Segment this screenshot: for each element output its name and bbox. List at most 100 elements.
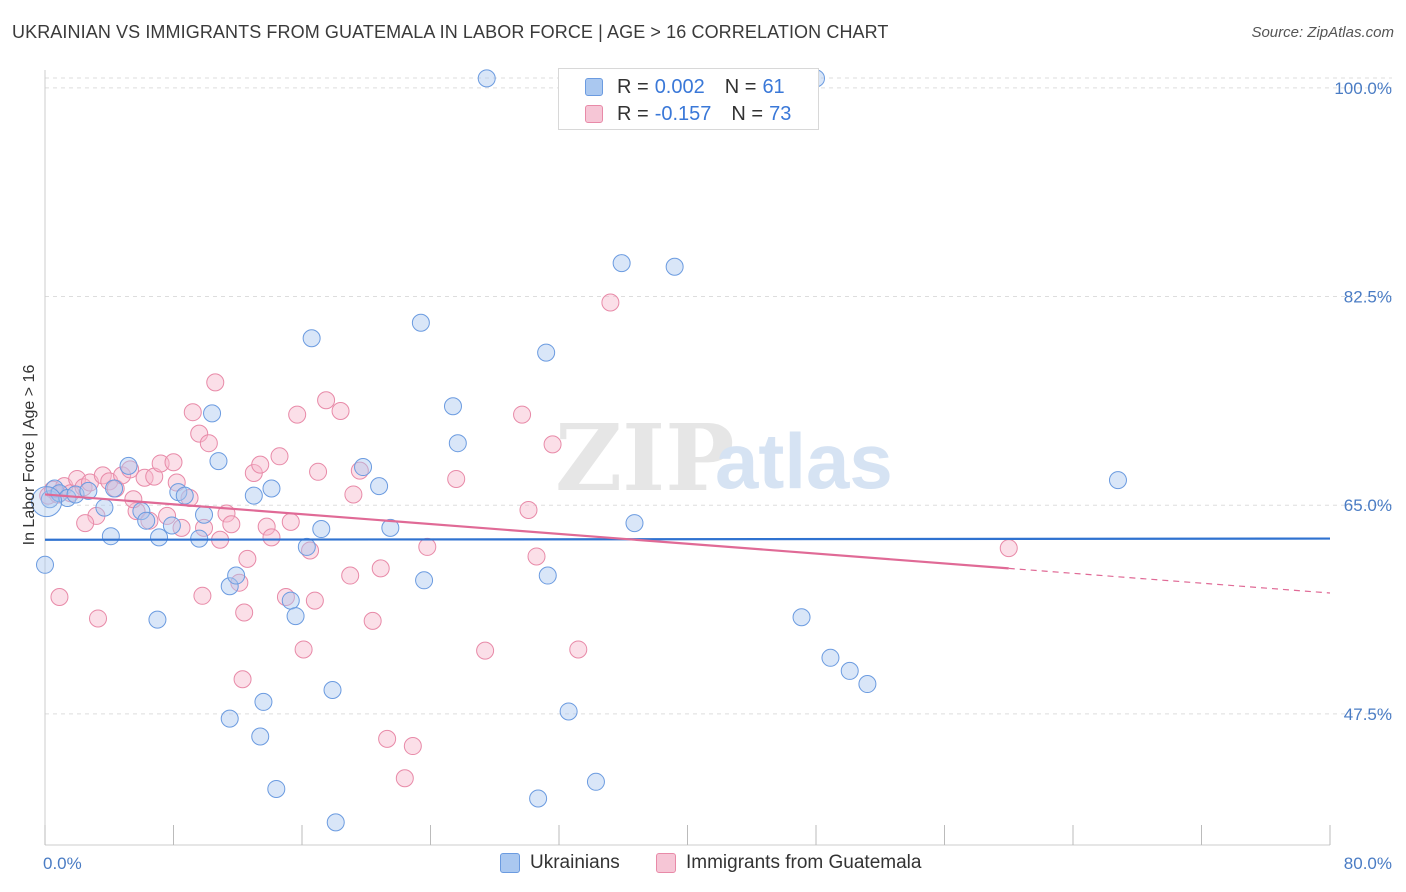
- data-point-ukrainians: [477, 69, 496, 88]
- data-point-ukrainians: [95, 498, 114, 517]
- legend-label-guatemala: Immigrants from Guatemala: [686, 852, 922, 873]
- data-point-ukrainians: [612, 254, 631, 273]
- data-point-guatemala: [262, 528, 281, 547]
- data-point-guatemala: [76, 514, 95, 533]
- data-point-guatemala: [190, 424, 209, 443]
- trend-line-ukrainians: [44, 537, 1331, 541]
- data-point-ukrainians: [415, 571, 434, 590]
- data-point-guatemala: [317, 391, 336, 410]
- y-tick-label: 47.5%: [1344, 705, 1392, 724]
- data-point-ukrainians: [254, 692, 273, 711]
- data-point-guatemala: [344, 485, 363, 504]
- data-point-guatemala: [519, 500, 538, 519]
- watermark: ZIP atlas: [555, 404, 893, 512]
- data-point-ukrainians: [326, 813, 345, 832]
- x-tick-label: 80.0%: [1344, 854, 1392, 873]
- data-point-ukrainians: [227, 566, 246, 585]
- data-point-guatemala: [378, 729, 397, 748]
- legend-n-value: 61: [762, 75, 785, 98]
- data-point-ukrainians: [312, 520, 331, 539]
- legend-n-label: N =: [724, 75, 757, 98]
- data-point-ukrainians: [162, 516, 181, 535]
- data-point-ukrainians: [665, 257, 684, 276]
- data-point-guatemala: [164, 453, 183, 472]
- data-point-guatemala: [288, 405, 307, 424]
- data-point-ukrainians: [267, 779, 286, 798]
- data-point-ukrainians: [443, 397, 462, 416]
- data-point-ukrainians: [302, 329, 321, 348]
- data-point-ukrainians: [537, 343, 556, 362]
- correlation-legend: R = 0.002 N = 61 R = -0.157 N = 73: [558, 68, 819, 130]
- legend-r-value: 0.002: [654, 75, 705, 98]
- series-guatemala: [39, 293, 1018, 788]
- data-point-ukrainians: [792, 608, 811, 627]
- data-point-guatemala: [999, 539, 1018, 558]
- watermark-zip: ZIP: [555, 404, 734, 512]
- data-point-guatemala: [371, 559, 390, 578]
- data-point-ukrainians: [148, 610, 167, 629]
- legend-swatch-guatemala: [656, 853, 676, 873]
- data-point-ukrainians: [625, 514, 644, 533]
- data-point-ukrainians: [251, 727, 270, 746]
- trend-line-guatemala: [44, 493, 1009, 570]
- legend-item-ukrainians[interactable]: Ukrainians: [500, 852, 620, 874]
- data-point-guatemala: [341, 566, 360, 585]
- x-tick-label: 0.0%: [43, 854, 82, 873]
- series-legend: Ukrainians Immigrants from Guatemala: [0, 852, 1406, 878]
- data-point-ukrainians: [448, 434, 467, 453]
- data-point-guatemala: [235, 603, 254, 622]
- data-point-guatemala: [363, 611, 382, 630]
- data-point-guatemala: [305, 591, 324, 610]
- data-point-guatemala: [543, 435, 562, 454]
- data-point-ukrainians: [119, 456, 138, 475]
- legend-n-label: N =: [731, 102, 764, 125]
- legend-n-value: 73: [769, 102, 792, 125]
- data-point-ukrainians: [101, 527, 120, 546]
- data-point-guatemala: [309, 462, 328, 481]
- data-point-ukrainians: [281, 591, 300, 610]
- data-point-ukrainians: [559, 702, 578, 721]
- legend-row-ukrainians: R = 0.002 N = 61: [585, 74, 785, 100]
- data-point-guatemala: [447, 469, 466, 488]
- watermark-atlas: atlas: [715, 417, 893, 505]
- data-point-ukrainians: [175, 486, 194, 505]
- legend-item-guatemala[interactable]: Immigrants from Guatemala: [656, 852, 921, 874]
- data-point-guatemala: [301, 541, 320, 560]
- data-point-guatemala: [183, 403, 202, 422]
- data-point-guatemala: [350, 461, 369, 480]
- data-point-guatemala: [251, 455, 270, 474]
- trend-line-guatemala-extension: [1008, 567, 1331, 594]
- data-point-guatemala: [238, 549, 257, 568]
- y-tick-label: 65.0%: [1344, 496, 1392, 515]
- data-point-ukrainians: [195, 505, 214, 524]
- legend-r-label: R =: [617, 75, 649, 98]
- data-point-ukrainians: [203, 404, 222, 423]
- legend-swatch-ukrainians: [585, 78, 603, 96]
- data-point-guatemala: [294, 640, 313, 659]
- data-point-guatemala: [257, 517, 276, 536]
- data-point-ukrainians: [150, 528, 169, 547]
- data-point-ukrainians: [381, 518, 400, 537]
- data-point-guatemala: [135, 468, 154, 487]
- data-point-ukrainians: [297, 537, 316, 556]
- y-tick-label: 82.5%: [1344, 288, 1392, 307]
- data-point-ukrainians: [36, 555, 54, 574]
- legend-swatch-guatemala: [585, 105, 603, 123]
- data-point-ukrainians: [137, 511, 156, 530]
- data-point-ukrainians: [1108, 471, 1127, 490]
- data-point-guatemala: [199, 434, 218, 453]
- data-point-ukrainians: [840, 661, 859, 680]
- data-point-guatemala: [601, 293, 620, 312]
- source-label: Source: ZipAtlas.com: [1251, 24, 1394, 41]
- data-point-guatemala: [89, 609, 108, 628]
- data-point-ukrainians: [286, 607, 305, 626]
- data-point-guatemala: [145, 467, 164, 486]
- data-point-guatemala: [222, 515, 241, 534]
- legend-r-label: R =: [617, 102, 649, 125]
- data-point-guatemala: [331, 402, 350, 420]
- data-point-ukrainians: [586, 772, 605, 791]
- legend-swatch-ukrainians: [500, 853, 520, 873]
- data-point-guatemala: [193, 586, 212, 605]
- data-point-ukrainians: [220, 577, 239, 596]
- data-point-ukrainians: [262, 479, 281, 498]
